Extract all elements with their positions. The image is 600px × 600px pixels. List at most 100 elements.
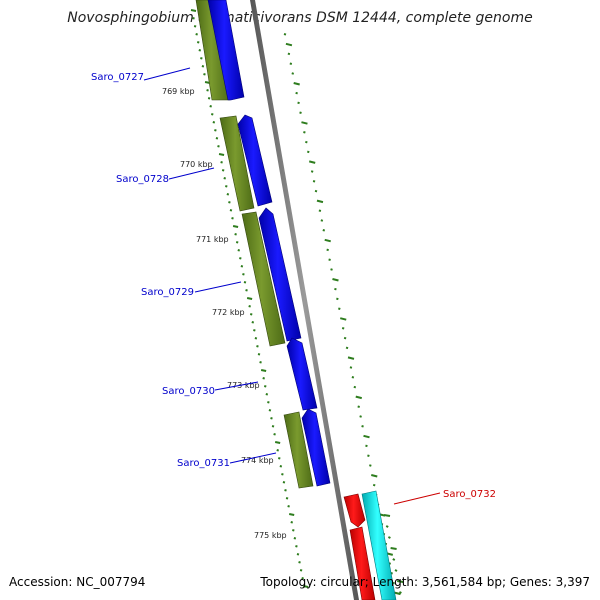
scale-label: 774 kbp bbox=[241, 456, 274, 465]
gene-label-saro-0727[interactable]: Saro_0727 bbox=[91, 72, 144, 83]
guide-tick bbox=[303, 131, 306, 134]
gene-feature-saro-0732[interactable] bbox=[361, 490, 397, 600]
guide-tick bbox=[392, 558, 396, 561]
scale-tick bbox=[221, 169, 225, 172]
guide-tick bbox=[318, 209, 322, 212]
gene-label-saro-0730[interactable]: Saro_0730 bbox=[162, 386, 215, 397]
gene-label-saro-0732[interactable]: Saro_0732 bbox=[443, 489, 496, 500]
scale-tick bbox=[277, 457, 281, 460]
scale-tick bbox=[200, 57, 203, 60]
guide-tick bbox=[291, 72, 295, 75]
cds-feature-saro-0729[interactable] bbox=[258, 207, 302, 342]
guide-tick bbox=[308, 160, 316, 164]
cds-feature-saro-0731[interactable] bbox=[301, 408, 331, 487]
scale-label: 769 kbp bbox=[162, 87, 195, 96]
leader-line-saro-0732 bbox=[393, 492, 441, 505]
scale-tick bbox=[301, 577, 304, 580]
cds-feature-saro-0730[interactable] bbox=[286, 337, 318, 411]
scale-tick bbox=[228, 201, 231, 204]
scale-tick bbox=[234, 233, 237, 236]
scale-labels: 769 kbp 770 kbp 771 kbp 772 kbp 773 kbp … bbox=[162, 87, 287, 540]
guide-tick bbox=[336, 297, 339, 301]
scale-tick bbox=[206, 89, 209, 92]
guide-tick bbox=[385, 525, 389, 528]
scale-tick bbox=[225, 185, 228, 188]
scale-tick bbox=[193, 25, 197, 28]
gene-labels: Saro_0727 Saro_0728 Saro_0729 Saro_0730 … bbox=[91, 72, 496, 500]
guide-tick bbox=[324, 238, 331, 243]
guide-tick bbox=[372, 483, 376, 487]
scale-tick bbox=[209, 105, 212, 108]
guide-tick bbox=[398, 591, 402, 594]
scale-tick bbox=[229, 209, 233, 212]
guide-tick bbox=[310, 170, 314, 173]
scale-tick bbox=[296, 553, 300, 556]
scale-tick bbox=[190, 9, 197, 12]
scale-tick bbox=[226, 193, 230, 196]
guide-tick bbox=[334, 287, 337, 291]
leader-line-saro-0729 bbox=[194, 281, 242, 293]
gene-feature-saro-0728[interactable] bbox=[219, 115, 255, 212]
outer-guide-track bbox=[283, 33, 404, 596]
scale-tick bbox=[285, 497, 289, 500]
scale-tick bbox=[207, 97, 211, 100]
scale-tick bbox=[260, 369, 267, 372]
scale-tick bbox=[214, 129, 217, 132]
gene-label-saro-0728[interactable]: Saro_0728 bbox=[116, 174, 169, 185]
cds-feature-saro-0727[interactable] bbox=[207, 0, 245, 101]
gene-feature-saro-0731[interactable] bbox=[283, 411, 314, 489]
scale-tick bbox=[215, 137, 219, 140]
gene-feature-saro-0729[interactable] bbox=[241, 211, 286, 347]
guide-tick bbox=[285, 42, 293, 47]
scale-label: 773 kbp bbox=[227, 381, 260, 390]
guide-tick bbox=[383, 514, 391, 517]
scale-tick bbox=[274, 441, 281, 444]
scale-tick bbox=[223, 177, 227, 180]
scale-tick bbox=[276, 449, 280, 452]
guide-tick bbox=[295, 91, 298, 95]
scale-tick bbox=[262, 377, 265, 380]
scale-tick bbox=[293, 537, 297, 540]
guide-tick bbox=[312, 180, 316, 183]
scale-tick bbox=[242, 273, 245, 276]
guide-tick bbox=[322, 229, 326, 232]
guide-tick bbox=[359, 415, 362, 418]
scale-tick bbox=[273, 433, 276, 436]
scale-tick bbox=[253, 329, 256, 332]
gene-label-saro-0731[interactable]: Saro_0731 bbox=[177, 458, 230, 469]
guide-tick bbox=[394, 569, 398, 572]
cds-feature-saro-0732-lower[interactable] bbox=[349, 526, 376, 600]
scale-tick bbox=[220, 161, 223, 164]
guide-tick bbox=[283, 33, 287, 36]
guide-tick bbox=[371, 474, 378, 478]
scale-tick bbox=[279, 465, 283, 468]
guide-tick bbox=[353, 385, 357, 389]
guide-tick bbox=[297, 101, 300, 105]
leader-line-saro-0728 bbox=[168, 167, 215, 180]
scale-tick bbox=[248, 305, 251, 308]
scale-tick bbox=[290, 521, 294, 524]
scale-tick bbox=[239, 257, 242, 260]
scale-tick bbox=[249, 313, 253, 316]
scale-tick bbox=[256, 345, 259, 348]
scale-tick bbox=[212, 121, 216, 124]
gene-label-saro-0729[interactable]: Saro_0729 bbox=[141, 287, 194, 298]
scale-tick bbox=[192, 17, 195, 20]
guide-tick bbox=[367, 454, 370, 457]
guide-tick bbox=[338, 307, 341, 310]
scale-tick bbox=[292, 529, 295, 532]
leader-line-saro-0731 bbox=[229, 452, 277, 464]
guide-tick bbox=[305, 140, 308, 144]
scale-tick bbox=[257, 353, 261, 356]
guide-tick bbox=[365, 444, 368, 448]
scale-track bbox=[190, 9, 309, 588]
guide-tick bbox=[361, 425, 364, 428]
scale-tick bbox=[284, 489, 287, 492]
leader-line-saro-0727 bbox=[143, 67, 191, 81]
scale-tick bbox=[246, 297, 253, 300]
cds-feature-saro-0728[interactable] bbox=[237, 114, 273, 207]
guide-tick bbox=[351, 376, 355, 379]
scale-tick bbox=[232, 225, 239, 228]
guide-tick bbox=[363, 434, 370, 439]
cds-feature-saro-0732-upper[interactable] bbox=[343, 493, 366, 528]
